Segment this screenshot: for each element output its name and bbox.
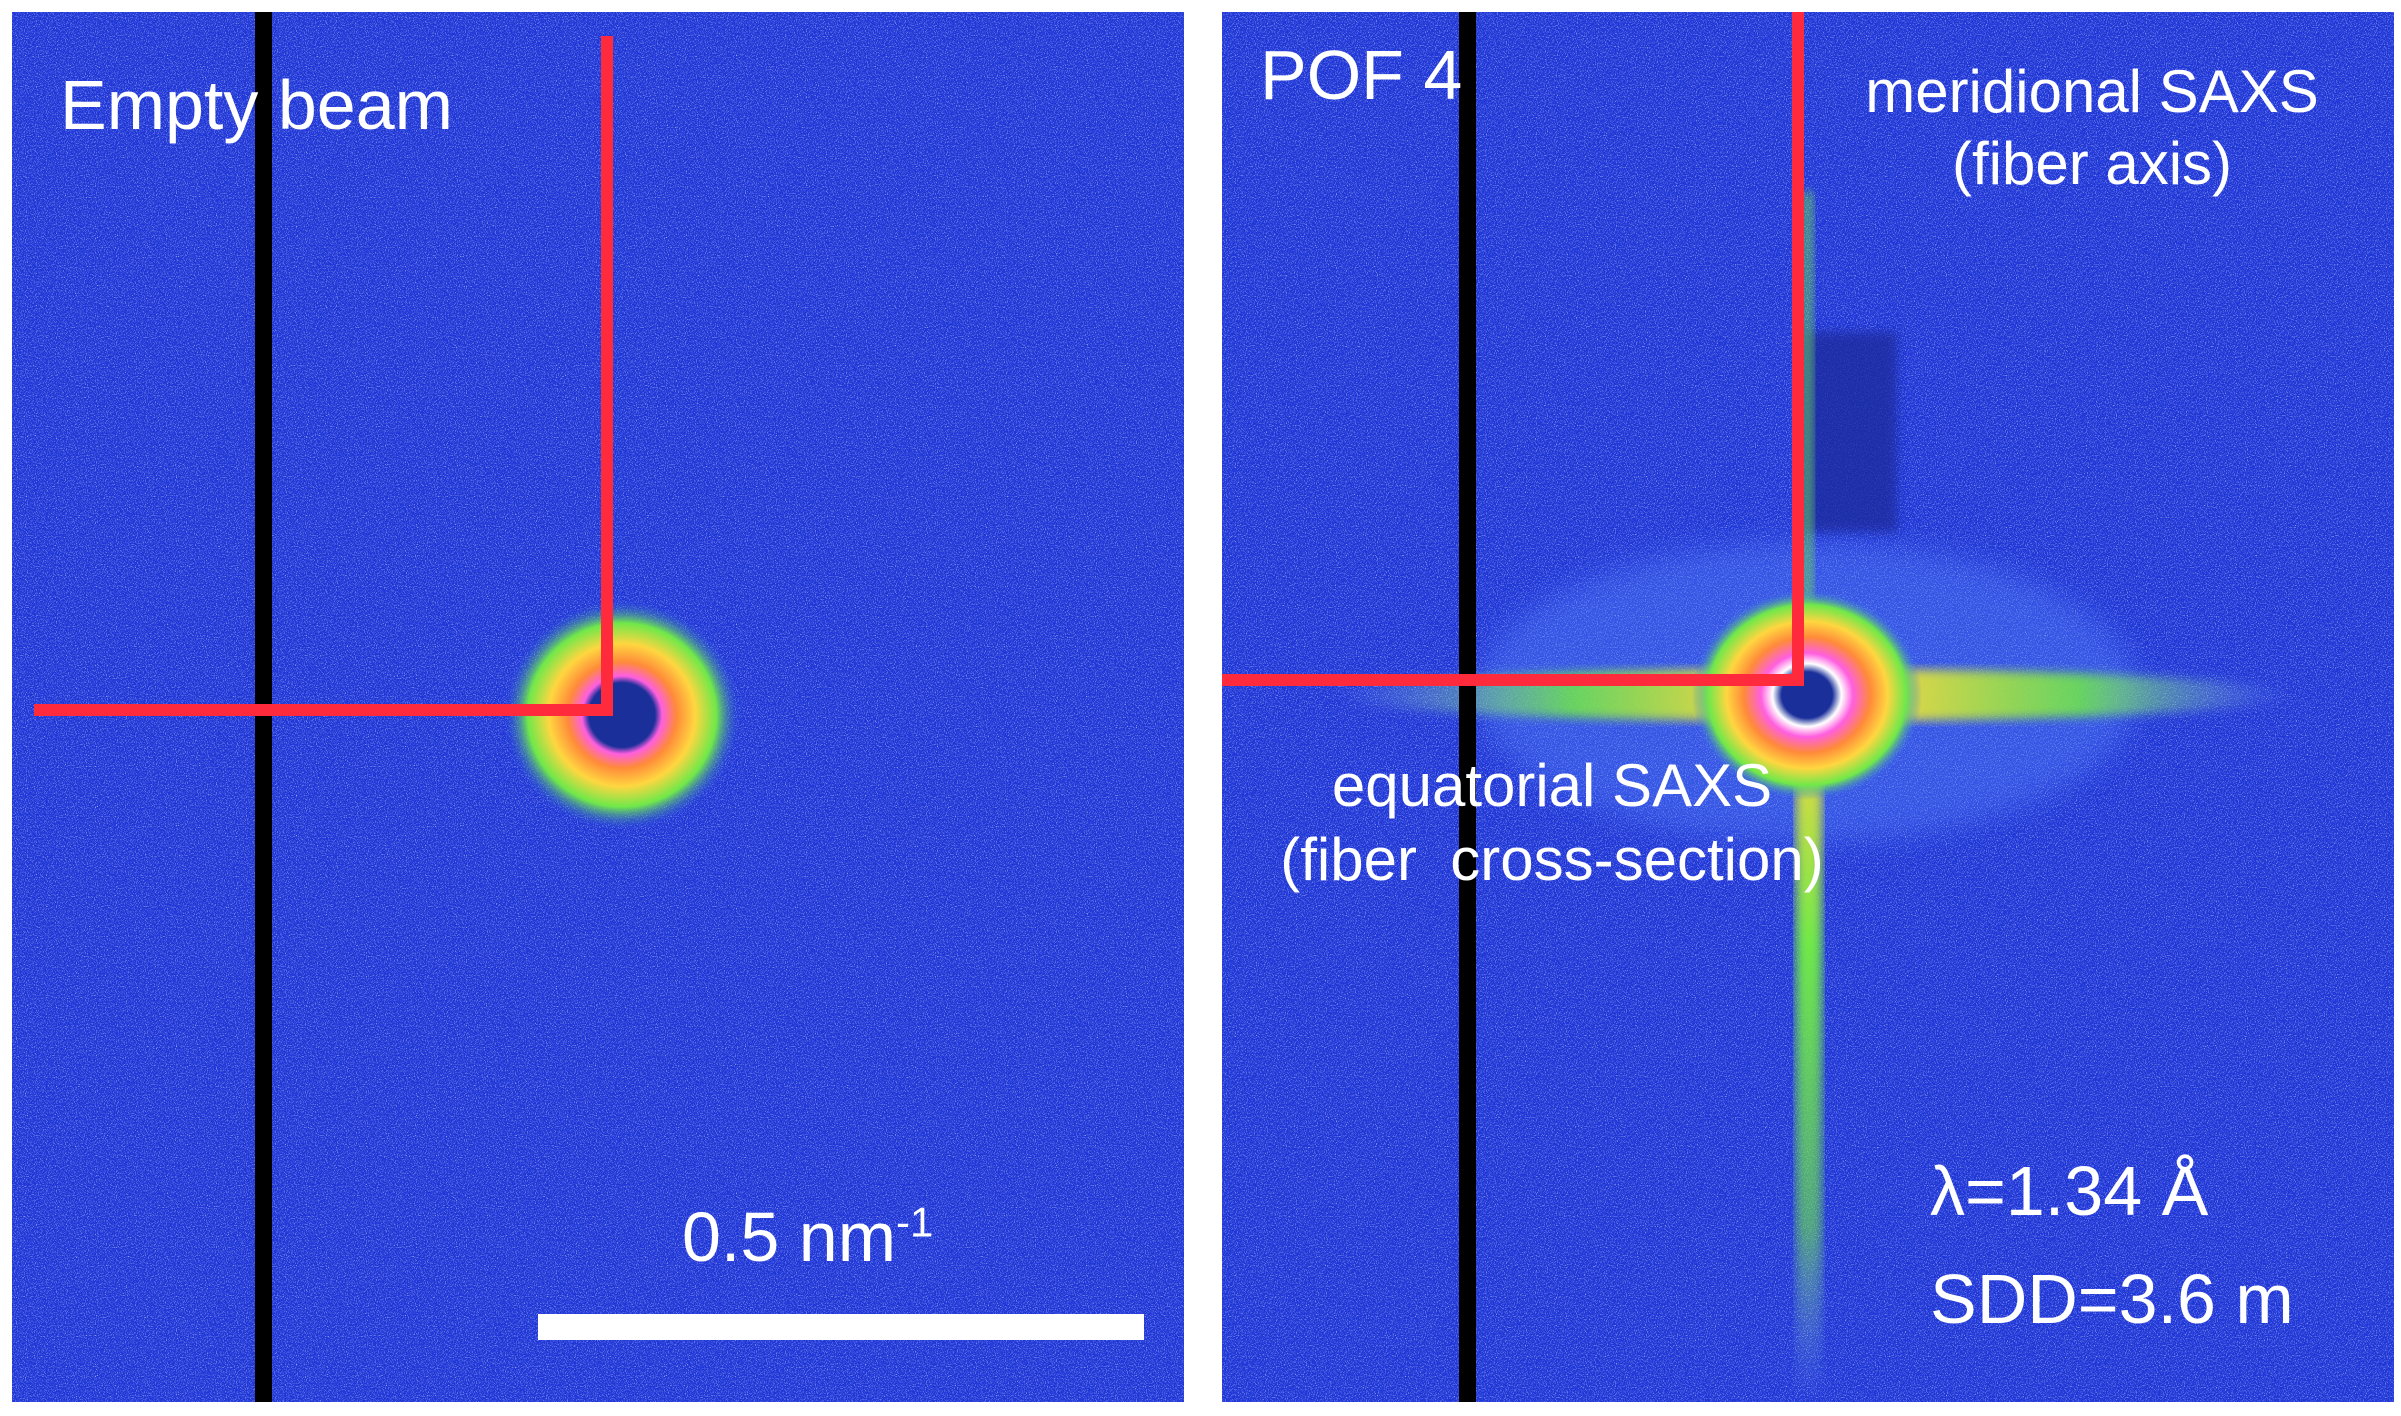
scale-bar-label: 0.5 nm-1 — [682, 1198, 934, 1276]
meridional-streak — [1796, 702, 1822, 1402]
meridional-label: meridional SAXS (fiber axis) — [1822, 62, 2362, 194]
central-scattering-spot — [1692, 590, 1922, 800]
sdd-label: SDD=3.6 m — [1930, 1260, 2294, 1338]
beamstop-shadow — [1459, 12, 1476, 1402]
equatorial-label-line1: equatorial SAXS — [1331, 752, 1773, 819]
wavelength-label: λ=1.34 Å — [1930, 1152, 2209, 1230]
panel-empty-beam: Empty beam 0.5 nm-1 — [12, 12, 1184, 1402]
detector-image-empty — [12, 12, 1184, 1402]
detector-image-pof4 — [1222, 12, 2394, 1402]
panel-pof4: POF 4 meridional SAXS (fiber axis) equat… — [1222, 12, 2394, 1402]
equatorial-label-line2: (fiber cross-section) — [1280, 826, 1824, 893]
scale-bar — [538, 1314, 1144, 1340]
direct-beam-spot — [504, 600, 740, 830]
equatorial-label: equatorial SAXS (fiber cross-section) — [1222, 756, 1882, 890]
meridional-label-line1: meridional SAXS — [1865, 58, 2319, 125]
panel-title: POF 4 — [1260, 36, 1463, 114]
panel-title: Empty beam — [60, 66, 453, 144]
meridional-label-line2: (fiber axis) — [1951, 130, 2233, 197]
